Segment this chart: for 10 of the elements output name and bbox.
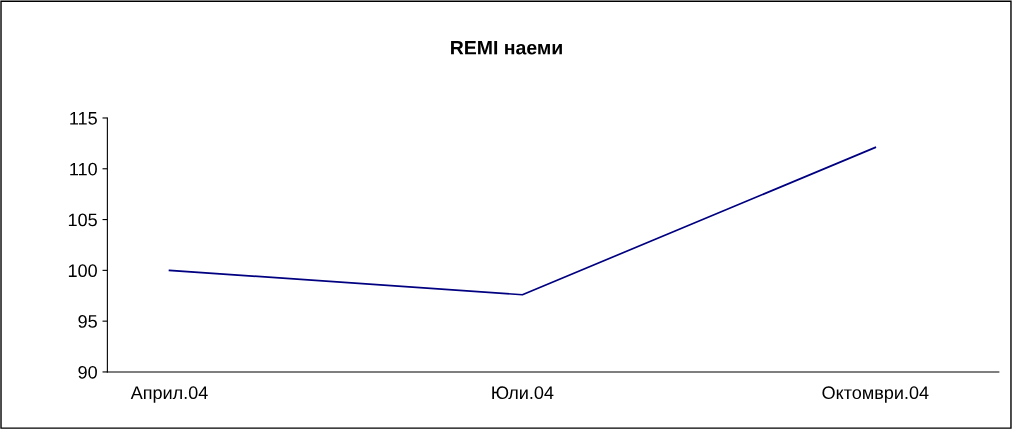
y-tick-label: 100 (68, 264, 97, 278)
y-tick-label: 115 (70, 112, 97, 125)
x-tick-label: Октомври.04 (822, 386, 929, 403)
x-tick-label: Юли.04 (492, 386, 554, 400)
y-tick-label: 90 (78, 365, 97, 379)
y-tick-label: 95 (78, 315, 97, 328)
y-tick-label: 105 (68, 213, 97, 227)
x-tick-label: Април.04 (130, 386, 208, 403)
chart-title: REMI наеми (451, 40, 562, 55)
y-tick-label: 110 (70, 162, 97, 176)
